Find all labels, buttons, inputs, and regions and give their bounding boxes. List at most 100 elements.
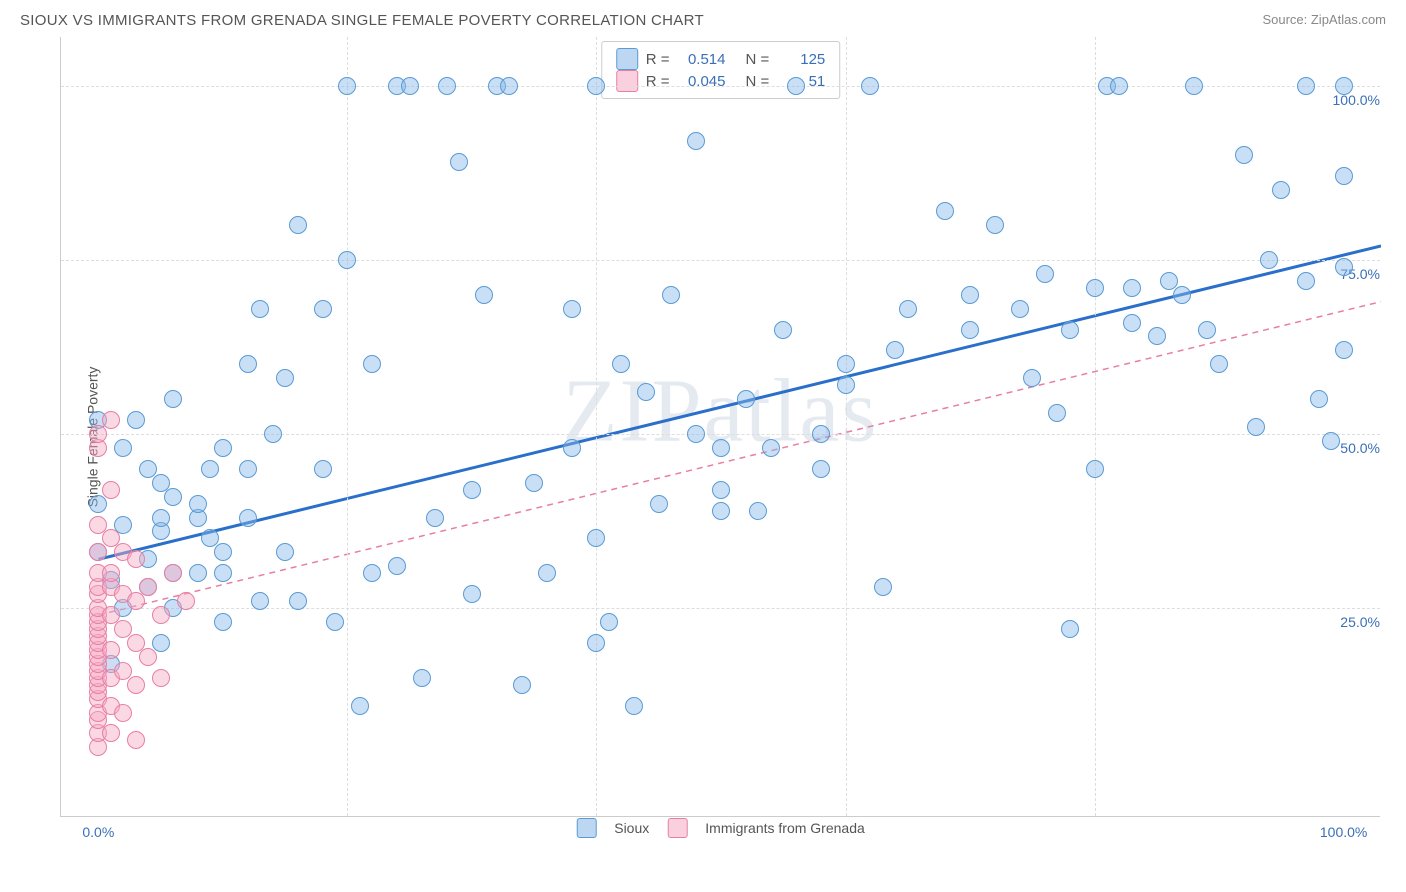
scatter-point: [189, 564, 207, 582]
scatter-point: [127, 731, 145, 749]
scatter-point: [351, 697, 369, 715]
scatter-point: [463, 585, 481, 603]
scatter-point: [1297, 77, 1315, 95]
legend-r-label: R =: [646, 51, 670, 68]
scatter-point: [712, 481, 730, 499]
scatter-point: [587, 529, 605, 547]
scatter-point: [587, 634, 605, 652]
correlation-legend: R =0.514N =125R =0.045N =51: [601, 41, 841, 99]
scatter-point: [662, 286, 680, 304]
chart-container: Single Female Poverty ZIPatlas R =0.514N…: [60, 37, 1386, 837]
scatter-point: [114, 516, 132, 534]
scatter-point: [314, 300, 332, 318]
scatter-point: [102, 564, 120, 582]
legend-r-label: R =: [646, 73, 670, 90]
scatter-point: [899, 300, 917, 318]
y-tick-label: 100.0%: [1329, 92, 1384, 108]
scatter-point: [89, 543, 107, 561]
scatter-point: [139, 648, 157, 666]
scatter-point: [1086, 460, 1104, 478]
scatter-point: [214, 543, 232, 561]
scatter-point: [114, 704, 132, 722]
scatter-point: [475, 286, 493, 304]
scatter-point: [650, 495, 668, 513]
scatter-point: [600, 613, 618, 631]
scatter-point: [102, 411, 120, 429]
scatter-point: [89, 495, 107, 513]
scatter-point: [214, 564, 232, 582]
scatter-point: [687, 425, 705, 443]
scatter-point: [189, 495, 207, 513]
legend-n-value: 125: [777, 51, 825, 68]
scatter-point: [1123, 314, 1141, 332]
scatter-point: [139, 578, 157, 596]
scatter-point: [1210, 355, 1228, 373]
scatter-point: [961, 286, 979, 304]
scatter-point: [239, 460, 257, 478]
series-legend: SiouxImmigrants from Grenada: [570, 818, 871, 838]
scatter-point: [338, 77, 356, 95]
scatter-point: [251, 300, 269, 318]
scatter-point: [886, 341, 904, 359]
scatter-point: [102, 641, 120, 659]
scatter-point: [127, 411, 145, 429]
scatter-point: [1247, 418, 1265, 436]
grid-line-h: [61, 260, 1380, 261]
scatter-point: [152, 634, 170, 652]
scatter-point: [1297, 272, 1315, 290]
scatter-point: [152, 509, 170, 527]
scatter-point: [563, 300, 581, 318]
scatter-point: [1260, 251, 1278, 269]
scatter-point: [625, 697, 643, 715]
scatter-point: [587, 77, 605, 95]
scatter-point: [326, 613, 344, 631]
legend-swatch: [576, 818, 596, 838]
scatter-point: [289, 592, 307, 610]
scatter-point: [687, 132, 705, 150]
scatter-point: [239, 355, 257, 373]
legend-n-label: N =: [746, 51, 770, 68]
scatter-point: [538, 564, 556, 582]
legend-r-value: 0.514: [678, 51, 726, 68]
legend-swatch: [616, 70, 638, 92]
trend-lines-svg: [61, 37, 1381, 817]
scatter-point: [812, 460, 830, 478]
scatter-point: [89, 425, 107, 443]
scatter-point: [1011, 300, 1029, 318]
scatter-point: [338, 251, 356, 269]
scatter-point: [525, 474, 543, 492]
grid-line-h: [61, 86, 1380, 87]
scatter-point: [1123, 279, 1141, 297]
scatter-point: [1023, 369, 1041, 387]
scatter-point: [401, 77, 419, 95]
chart-source: Source: ZipAtlas.com: [1262, 12, 1386, 29]
scatter-point: [164, 564, 182, 582]
scatter-point: [812, 425, 830, 443]
plot-area: ZIPatlas R =0.514N =125R =0.045N =51 Sio…: [60, 37, 1380, 817]
scatter-point: [276, 543, 294, 561]
trend-line: [98, 302, 1381, 615]
scatter-point: [774, 321, 792, 339]
scatter-point: [463, 481, 481, 499]
scatter-point: [177, 592, 195, 610]
scatter-point: [1335, 258, 1353, 276]
scatter-point: [1148, 327, 1166, 345]
scatter-point: [1185, 77, 1203, 95]
scatter-point: [164, 390, 182, 408]
scatter-point: [102, 481, 120, 499]
scatter-point: [102, 724, 120, 742]
scatter-point: [1198, 321, 1216, 339]
y-tick-label: 50.0%: [1336, 440, 1384, 456]
scatter-point: [637, 383, 655, 401]
scatter-point: [426, 509, 444, 527]
scatter-point: [251, 592, 269, 610]
grid-line-h: [61, 434, 1380, 435]
scatter-point: [1272, 181, 1290, 199]
scatter-point: [1335, 341, 1353, 359]
grid-line-v: [596, 37, 597, 816]
legend-series-label: Immigrants from Grenada: [705, 820, 865, 836]
scatter-point: [127, 592, 145, 610]
grid-line-v: [846, 37, 847, 816]
scatter-point: [127, 676, 145, 694]
scatter-point: [239, 509, 257, 527]
